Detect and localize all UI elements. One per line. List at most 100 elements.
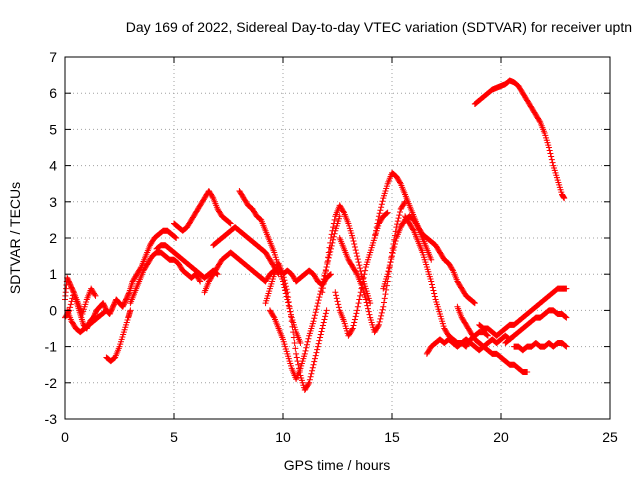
data-point [471, 299, 478, 306]
data-point [381, 299, 388, 306]
data-point [320, 280, 327, 287]
data-point [319, 325, 326, 332]
data-point [376, 210, 383, 217]
data-point [319, 322, 326, 329]
data-point [375, 213, 382, 220]
data-point [290, 334, 297, 341]
data-point [484, 332, 491, 339]
data-point [357, 292, 364, 299]
data-point [322, 272, 329, 279]
data-point [335, 301, 342, 308]
data-point [383, 210, 390, 217]
data-point [350, 322, 357, 329]
data-point [356, 296, 363, 303]
data-point [548, 153, 555, 160]
data-point [288, 318, 295, 325]
data-point [270, 313, 277, 320]
data-point [383, 210, 390, 217]
data-point [563, 285, 570, 292]
data-point [366, 311, 373, 318]
y-tick-label: 4 [49, 158, 57, 174]
data-point [331, 230, 338, 237]
data-point [429, 284, 436, 291]
data-point [430, 287, 437, 294]
data-point [545, 144, 552, 151]
data-point [374, 220, 381, 227]
data-point [307, 373, 314, 380]
x-tick-label: 10 [275, 429, 291, 445]
data-point [311, 315, 318, 322]
data-point [365, 305, 372, 312]
y-tick-label: -3 [45, 411, 58, 427]
data-point [68, 298, 75, 305]
data-point [431, 293, 438, 300]
data-point [384, 209, 391, 216]
data-point [333, 295, 340, 302]
sat-track-15 [332, 209, 391, 339]
data-point [125, 290, 132, 297]
y-tick-label: 2 [49, 230, 57, 246]
data-point [379, 198, 386, 205]
sat-track-18 [380, 213, 478, 307]
data-point [303, 344, 310, 351]
data-point [315, 340, 322, 347]
data-point [282, 280, 289, 287]
data-point [282, 290, 289, 297]
data-point [381, 295, 388, 302]
sat-track-9 [210, 224, 282, 278]
data-point [357, 265, 364, 272]
sat-track-3 [64, 307, 110, 336]
data-point [391, 241, 398, 248]
sat-track-22 [471, 77, 568, 202]
data-point [376, 318, 383, 325]
data-point [471, 300, 478, 307]
data-point [321, 276, 328, 283]
data-point [92, 292, 99, 299]
data-point [310, 361, 317, 368]
data-point [321, 316, 328, 323]
data-point [327, 235, 334, 241]
data-point [354, 256, 361, 263]
data-point [353, 250, 360, 257]
data-point [561, 342, 568, 349]
data-point [524, 368, 531, 375]
data-point [385, 268, 392, 275]
data-point [330, 224, 337, 231]
data-point [173, 235, 180, 241]
data-point [327, 245, 334, 252]
y-tick-label: -1 [45, 339, 58, 355]
data-point [354, 253, 361, 260]
data-point [226, 219, 233, 226]
sat-track-21 [454, 303, 531, 375]
data-point [313, 306, 320, 313]
data-point [327, 271, 334, 278]
data-point [383, 286, 390, 293]
data-point [357, 268, 364, 275]
data-point [295, 361, 302, 368]
data-point [410, 226, 417, 233]
y-tick-label: 7 [49, 49, 57, 65]
data-point [226, 219, 233, 226]
y-tick-label: 1 [49, 266, 57, 282]
data-point [290, 329, 297, 336]
data-point [323, 307, 330, 314]
y-axis-title: SDTVAR / TECUs [7, 182, 23, 294]
data-point [562, 342, 569, 349]
data-point [386, 262, 393, 269]
data-point [306, 376, 313, 383]
data-point [355, 259, 362, 266]
data-point [103, 307, 110, 314]
data-point [67, 301, 74, 308]
data-point [305, 381, 312, 388]
data-point [378, 309, 385, 316]
data-point [388, 256, 395, 263]
data-point [354, 307, 361, 314]
data-point [127, 307, 134, 314]
data-point [306, 379, 313, 386]
data-point [349, 326, 356, 333]
data-point [362, 296, 369, 303]
data-point [294, 358, 301, 365]
data-point [354, 303, 361, 310]
data-point [110, 355, 117, 362]
data-point [401, 200, 408, 207]
